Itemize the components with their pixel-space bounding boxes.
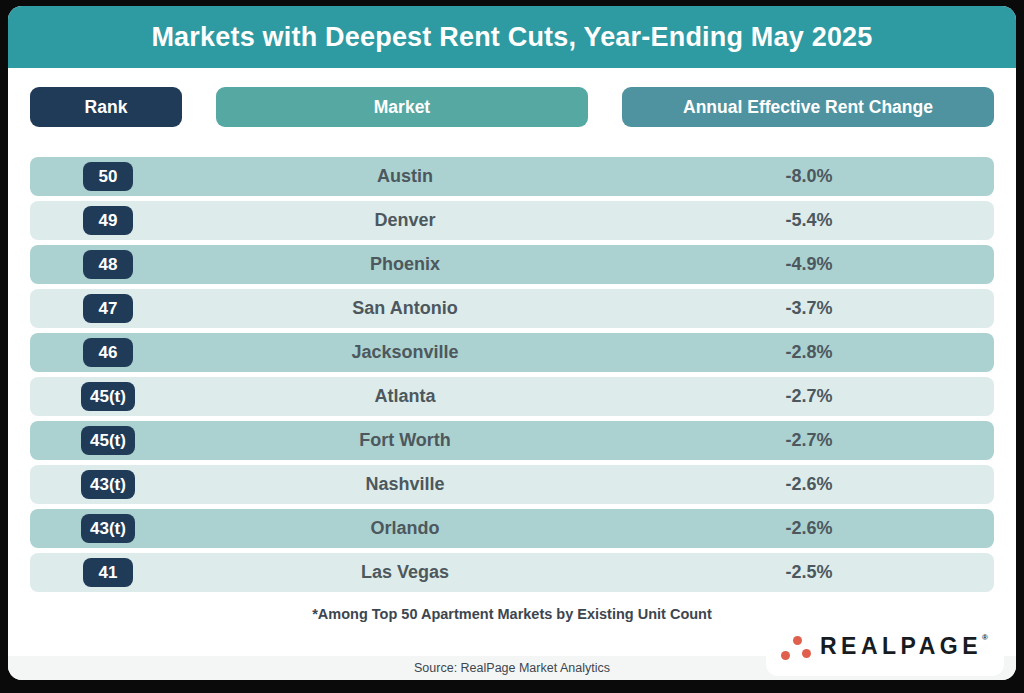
market-cell: Las Vegas [186, 562, 624, 583]
market-cell: Atlanta [186, 386, 624, 407]
rank-cell: 47 [30, 294, 186, 323]
rank-cell: 49 [30, 206, 186, 235]
change-cell: -2.7% [624, 386, 994, 407]
rank-cell: 43(t) [30, 470, 186, 499]
table-body: 50 Austin-8.0% 49 Denver-5.4% 48 Phoenix-4.9%… [30, 157, 994, 592]
rank-badge: 50 [83, 162, 133, 191]
change-cell: -2.6% [624, 518, 994, 539]
table-row: 47 San Antonio-3.7% [30, 289, 994, 328]
rank-cell: 43(t) [30, 514, 186, 543]
market-cell: Austin [186, 166, 624, 187]
column-header-market: Market [216, 87, 588, 127]
rank-cell: 45(t) [30, 426, 186, 455]
rank-cell: 46 [30, 338, 186, 367]
change-cell: -2.8% [624, 342, 994, 363]
table-row: 50 Austin-8.0% [30, 157, 994, 196]
infographic-card: Markets with Deepest Rent Cuts, Year-End… [8, 6, 1016, 680]
table-row: 43(t) Nashville-2.6% [30, 465, 994, 504]
rank-badge: 45(t) [81, 382, 135, 411]
realpage-logo-text: REALPAGE® [820, 633, 988, 660]
change-cell: -2.6% [624, 474, 994, 495]
market-cell: Jacksonville [186, 342, 624, 363]
change-cell: -8.0% [624, 166, 994, 187]
table-row: 49 Denver-5.4% [30, 201, 994, 240]
change-cell: -2.5% [624, 562, 994, 583]
change-cell: -5.4% [624, 210, 994, 231]
rank-cell: 41 [30, 558, 186, 587]
table-header-row: Rank Market Annual Effective Rent Change [30, 87, 994, 127]
market-cell: San Antonio [186, 298, 624, 319]
table-row: 43(t) Orlando-2.6% [30, 509, 994, 548]
rank-badge: 48 [83, 250, 133, 279]
rank-badge: 46 [83, 338, 133, 367]
change-cell: -3.7% [624, 298, 994, 319]
registered-mark: ® [982, 633, 988, 642]
table-row: 41 Las Vegas-2.5% [30, 553, 994, 592]
rank-badge: 45(t) [81, 426, 135, 455]
table-content: Rank Market Annual Effective Rent Change… [8, 87, 1016, 622]
realpage-dots-icon [774, 624, 820, 670]
rank-badge: 43(t) [81, 514, 135, 543]
market-cell: Denver [186, 210, 624, 231]
rank-cell: 48 [30, 250, 186, 279]
rank-cell: 50 [30, 162, 186, 191]
rank-cell: 45(t) [30, 382, 186, 411]
rank-badge: 49 [83, 206, 133, 235]
market-cell: Nashville [186, 474, 624, 495]
rank-badge: 47 [83, 294, 133, 323]
title-bar: Markets with Deepest Rent Cuts, Year-End… [8, 6, 1016, 68]
table-row: 45(t) Atlanta-2.7% [30, 377, 994, 416]
column-header-rank: Rank [30, 87, 182, 127]
market-cell: Fort Worth [186, 430, 624, 451]
change-cell: -2.7% [624, 430, 994, 451]
realpage-logo: REALPAGE® [766, 617, 1004, 676]
table-row: 48 Phoenix-4.9% [30, 245, 994, 284]
table-row: 45(t) Fort Worth-2.7% [30, 421, 994, 460]
column-header-rent-change: Annual Effective Rent Change [622, 87, 994, 127]
rank-badge: 41 [83, 558, 133, 587]
page-title: Markets with Deepest Rent Cuts, Year-End… [151, 22, 872, 53]
rank-badge: 43(t) [81, 470, 135, 499]
market-cell: Phoenix [186, 254, 624, 275]
change-cell: -4.9% [624, 254, 994, 275]
table-row: 46 Jacksonville-2.8% [30, 333, 994, 372]
source-text: Source: RealPage Market Analytics [414, 661, 610, 675]
market-cell: Orlando [186, 518, 624, 539]
